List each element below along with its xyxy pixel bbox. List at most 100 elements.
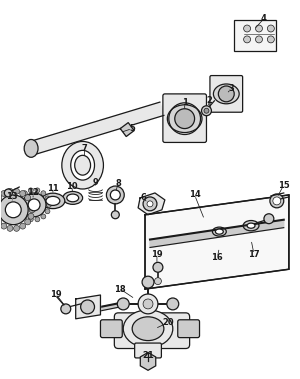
Circle shape (256, 36, 262, 43)
Circle shape (28, 199, 40, 211)
Circle shape (153, 262, 163, 272)
Circle shape (28, 188, 33, 193)
Circle shape (143, 197, 157, 211)
Circle shape (25, 219, 31, 225)
Circle shape (110, 190, 120, 200)
Circle shape (20, 223, 26, 229)
Ellipse shape (247, 223, 255, 228)
Circle shape (22, 191, 27, 196)
Ellipse shape (123, 310, 173, 348)
Circle shape (81, 300, 94, 314)
Text: 10: 10 (66, 182, 77, 191)
Ellipse shape (67, 194, 79, 202)
Ellipse shape (167, 105, 202, 133)
Circle shape (175, 109, 195, 128)
Circle shape (138, 294, 158, 314)
Polygon shape (140, 352, 156, 370)
Circle shape (28, 217, 33, 222)
Text: 18: 18 (115, 285, 126, 294)
Circle shape (1, 223, 7, 229)
Circle shape (35, 188, 40, 193)
Polygon shape (29, 102, 164, 155)
Text: 11: 11 (47, 183, 59, 193)
Text: 13: 13 (7, 193, 18, 201)
Circle shape (14, 188, 20, 194)
Circle shape (270, 194, 284, 208)
Text: 6: 6 (140, 193, 146, 202)
Text: 8: 8 (116, 179, 121, 188)
Circle shape (142, 320, 154, 332)
Circle shape (22, 193, 46, 217)
Polygon shape (76, 295, 100, 319)
Ellipse shape (75, 155, 91, 175)
Ellipse shape (41, 193, 65, 208)
Circle shape (111, 211, 119, 219)
Text: 19: 19 (50, 290, 62, 299)
FancyBboxPatch shape (114, 313, 190, 349)
Text: 7: 7 (82, 144, 88, 153)
Polygon shape (120, 123, 134, 136)
Circle shape (0, 195, 28, 225)
Circle shape (5, 202, 21, 218)
Ellipse shape (132, 317, 164, 341)
Circle shape (45, 209, 50, 214)
Circle shape (256, 25, 262, 32)
Polygon shape (138, 193, 165, 215)
Ellipse shape (243, 221, 259, 231)
Text: 9: 9 (93, 178, 98, 186)
Circle shape (35, 217, 40, 222)
Circle shape (218, 86, 234, 102)
Text: 3: 3 (228, 85, 234, 94)
Circle shape (7, 226, 13, 231)
Circle shape (45, 196, 50, 201)
Polygon shape (145, 195, 289, 289)
Circle shape (17, 202, 22, 207)
Text: 2: 2 (206, 96, 212, 105)
Circle shape (244, 25, 250, 32)
Circle shape (7, 188, 13, 194)
Circle shape (1, 191, 7, 196)
Ellipse shape (46, 196, 60, 205)
Circle shape (143, 299, 153, 309)
Polygon shape (150, 220, 284, 247)
Circle shape (267, 25, 274, 32)
Circle shape (267, 36, 274, 43)
FancyBboxPatch shape (163, 94, 206, 143)
Circle shape (202, 106, 212, 116)
Circle shape (142, 276, 154, 288)
Circle shape (147, 201, 153, 207)
Circle shape (20, 191, 26, 196)
Ellipse shape (62, 141, 104, 189)
Ellipse shape (215, 229, 223, 234)
Circle shape (14, 226, 20, 231)
Circle shape (18, 196, 23, 201)
Circle shape (167, 298, 179, 310)
FancyBboxPatch shape (178, 320, 200, 338)
Ellipse shape (71, 150, 94, 180)
Text: 15: 15 (278, 180, 290, 190)
Text: 14: 14 (189, 191, 200, 199)
Text: 4: 4 (261, 14, 267, 23)
Bar (234, 20, 276, 51)
Circle shape (46, 202, 51, 207)
Circle shape (0, 195, 2, 201)
Text: 12: 12 (27, 188, 39, 197)
Circle shape (28, 213, 34, 219)
Text: 5: 5 (129, 124, 135, 133)
Text: 21: 21 (142, 351, 154, 360)
Circle shape (244, 36, 250, 43)
Circle shape (204, 108, 209, 113)
Circle shape (22, 214, 27, 219)
Circle shape (4, 189, 12, 197)
FancyBboxPatch shape (100, 320, 122, 338)
Text: 20: 20 (162, 318, 174, 327)
Text: 1: 1 (182, 98, 188, 107)
Circle shape (264, 214, 274, 224)
Circle shape (18, 209, 23, 214)
FancyBboxPatch shape (135, 343, 161, 358)
Circle shape (106, 186, 124, 204)
Circle shape (29, 207, 35, 213)
Circle shape (117, 298, 129, 310)
Text: 19: 19 (151, 250, 163, 259)
Circle shape (25, 195, 31, 201)
